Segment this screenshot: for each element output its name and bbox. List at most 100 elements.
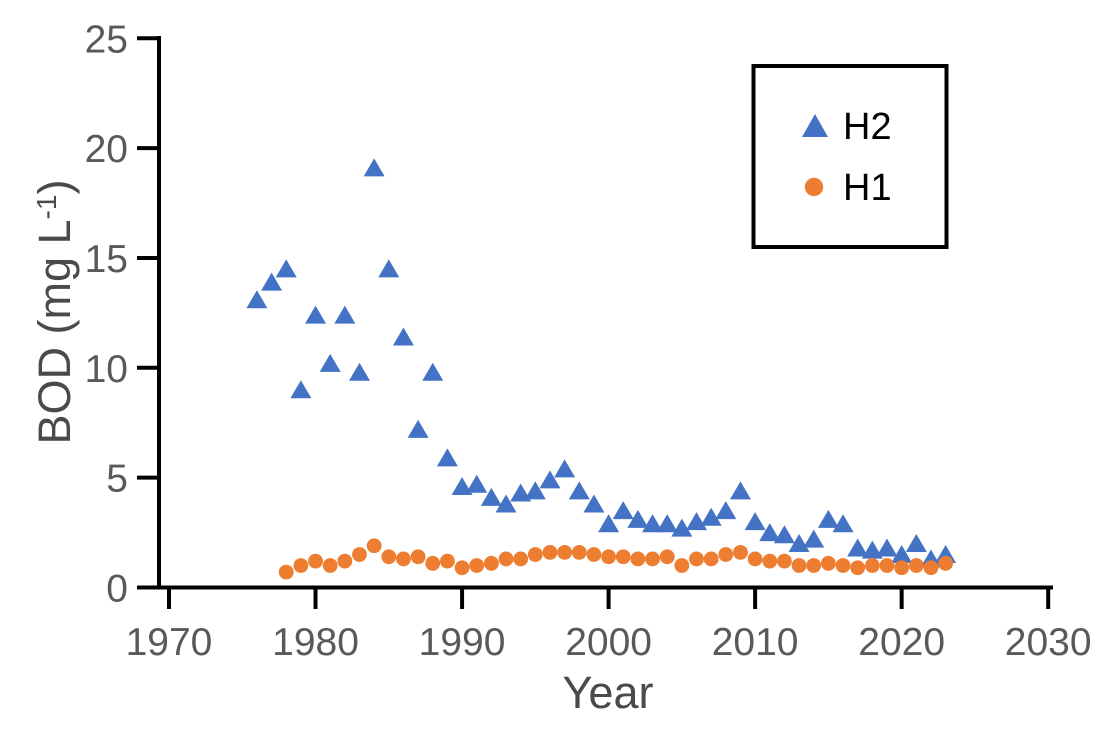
- h2-point: [392, 327, 414, 346]
- h2-point: [495, 494, 517, 513]
- h2-point: [832, 514, 854, 533]
- h1-point: [601, 549, 616, 565]
- legend-label-h2: H2: [843, 106, 892, 148]
- h1-point: [352, 547, 367, 562]
- h1-point: [498, 551, 514, 567]
- h1-point: [674, 558, 690, 573]
- h2-point: [891, 545, 913, 564]
- axes: 0 5 10 15 20 25 1970 1980 1990 2000 2010 2020 2030: [85, 18, 1092, 664]
- h2-point: [583, 494, 605, 513]
- h1-point: [410, 549, 426, 565]
- h2-point: [568, 481, 590, 500]
- y-axis-ticks: 0 5 10 15 20 25: [85, 18, 159, 611]
- h2-point: [334, 305, 356, 324]
- legend-label-h1: H1: [843, 167, 892, 209]
- h1-point: [879, 558, 895, 573]
- h1-point: [571, 544, 587, 560]
- x-tick-label: 2000: [565, 621, 652, 664]
- h2-point: [627, 509, 649, 528]
- h1-point: [308, 553, 323, 569]
- h1-point: [483, 555, 499, 571]
- y-tick-label: 20: [85, 128, 128, 171]
- x-tick-label: 1970: [126, 621, 213, 664]
- x-axis-title: Year: [563, 667, 654, 718]
- h2-point: [847, 538, 869, 557]
- h1-point: [293, 558, 309, 573]
- h2-point: [759, 523, 781, 542]
- h1-point: [586, 547, 602, 562]
- h1-point: [908, 558, 924, 573]
- h1-point: [835, 558, 851, 573]
- h1-point: [513, 551, 529, 567]
- h2-point: [905, 534, 927, 553]
- h2-point: [612, 501, 634, 520]
- h2-triangle-icon: [802, 114, 828, 137]
- h2-point: [861, 540, 883, 559]
- h2-point: [524, 481, 546, 500]
- h2-point: [715, 501, 737, 520]
- h2-point: [422, 362, 444, 381]
- y-axis-title: BOD (mg L-1): [29, 180, 80, 445]
- x-tick-label: 2020: [858, 621, 945, 664]
- y-tick-label: 25: [85, 18, 128, 61]
- x-tick-label: 2030: [1005, 621, 1092, 664]
- h2-point: [773, 525, 795, 544]
- x-tick-label: 1990: [419, 621, 506, 664]
- h2-point: [671, 518, 693, 537]
- series-h1-circles: [278, 538, 954, 580]
- h1-point: [850, 560, 866, 576]
- h1-point: [806, 558, 822, 573]
- h1-point: [791, 558, 807, 573]
- h2-point: [554, 459, 576, 478]
- h1-circle-icon: [804, 177, 824, 197]
- h2-point: [261, 272, 283, 291]
- h1-point: [366, 538, 382, 554]
- h2-point: [378, 259, 400, 278]
- h2-point: [598, 514, 620, 533]
- h2-point: [407, 419, 429, 438]
- h1-point: [615, 549, 631, 565]
- h1-point: [894, 560, 910, 576]
- h1-point: [527, 547, 543, 562]
- h1-point: [396, 551, 411, 567]
- legend-border: [751, 64, 949, 249]
- x-tick-label: 2010: [712, 621, 799, 664]
- h1-point: [381, 549, 397, 565]
- h1-point: [278, 564, 294, 580]
- h2-point: [319, 353, 341, 372]
- h2-point: [363, 158, 385, 177]
- h2-point: [348, 362, 370, 381]
- h1-point: [454, 560, 470, 576]
- h2-point: [642, 514, 664, 533]
- h2-point: [729, 481, 751, 500]
- h2-point: [510, 483, 532, 502]
- h2-point: [246, 290, 268, 309]
- h2-point: [275, 259, 297, 278]
- h1-point: [557, 544, 573, 560]
- h1-point: [659, 549, 675, 565]
- h1-point: [440, 553, 455, 569]
- h2-point: [656, 514, 678, 533]
- legend-item-h2: H2: [802, 106, 892, 148]
- h2-point: [451, 476, 473, 495]
- h2-point: [436, 448, 458, 467]
- h1-point: [425, 555, 441, 571]
- y-tick-label: 15: [85, 238, 128, 281]
- h2-point: [700, 507, 722, 526]
- h1-point: [938, 555, 954, 571]
- h1-point: [689, 551, 704, 567]
- h2-point: [744, 512, 766, 531]
- h1-point: [733, 544, 748, 560]
- h2-point: [305, 305, 327, 324]
- h1-point: [762, 553, 778, 569]
- h2-point: [290, 380, 312, 399]
- h2-point: [480, 487, 502, 506]
- h2-point: [803, 529, 825, 548]
- y-tick-label: 5: [106, 458, 128, 501]
- h1-point: [820, 555, 836, 571]
- legend-item-h1: H1: [804, 167, 892, 209]
- h1-point: [645, 551, 660, 567]
- h1-point: [747, 551, 763, 567]
